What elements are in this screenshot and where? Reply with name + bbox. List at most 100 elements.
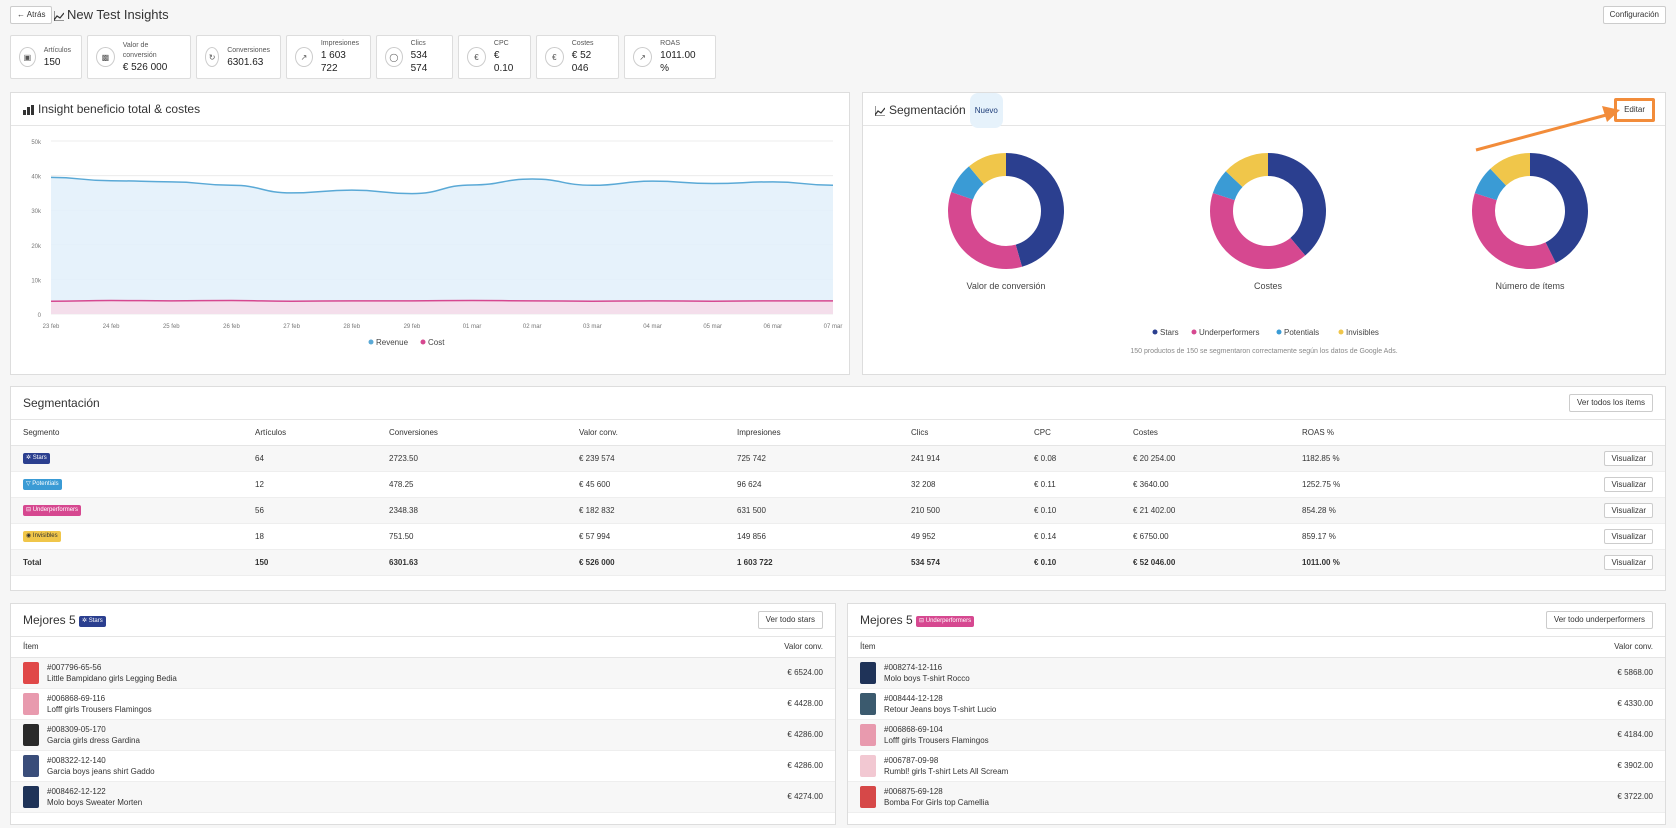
- view-all-items-button[interactable]: Ver todos los ítems: [1568, 394, 1653, 412]
- col-header: Artículos: [255, 420, 389, 446]
- x-tick-label: 01 mar: [463, 324, 482, 330]
- segmentation-donuts: Valor de conversión Costes Número de ítems…: [948, 153, 1588, 355]
- donut-slice-underperformers: [948, 192, 1023, 269]
- kpi-roas: ↗ ROAS 1011.00 %: [624, 35, 716, 79]
- item-name: Lofff girls Trousers Flamingos: [47, 704, 152, 714]
- donut-slice-stars: [1006, 153, 1064, 267]
- item-id: #008274-12-116: [884, 662, 943, 672]
- list-item[interactable]: #006868-69-116 Lofff girls Trousers Flami…: [11, 688, 835, 720]
- back-button[interactable]: ← Atrás: [10, 6, 53, 24]
- list-item[interactable]: #007796-65-56 Little Bampidano girls Legg…: [11, 657, 835, 689]
- list-item[interactable]: #008444-12-128 Retour Jeans boys T-shirt …: [848, 688, 1665, 720]
- donut-slice-invisibles: [968, 153, 1006, 185]
- y-tick-label: 40k: [31, 175, 42, 181]
- y-tick-label: 10k: [31, 278, 42, 284]
- page-title: New Test Insights: [53, 6, 169, 24]
- list-item[interactable]: #006787-09-98 Rumbl! girls T-shirt Lets A…: [848, 750, 1665, 782]
- y-tick-label: 20k: [31, 244, 42, 250]
- item-id: #006868-69-116: [47, 693, 106, 703]
- product-thumbnail: [23, 785, 39, 808]
- revenue-cost-chart: 0 10k 20k 30k 40k 50k 23 feb 24 feb 25 feb 26 feb…: [31, 140, 843, 347]
- segment-table-header: Segmentación Ver todos los ítems: [11, 387, 1665, 420]
- list-item[interactable]: #008462-12-122 Molo boys Sweater Morten € …: [11, 781, 835, 813]
- y-tick-label: 50k: [31, 140, 42, 146]
- item-value: € 5868.00: [1468, 657, 1665, 689]
- back-label: Atrás: [26, 10, 46, 19]
- product-thumbnail: [860, 785, 876, 808]
- list-item[interactable]: #008309-05-170 Garcia girls dress Gardina…: [11, 719, 835, 751]
- line-chart-icon: [874, 106, 886, 117]
- total-row: Total 150 6301.63 € 526 000 1 603 722 53…: [11, 549, 1665, 576]
- item-value: € 4274.00: [641, 781, 835, 813]
- visualize-button[interactable]: Visualizar: [1604, 502, 1653, 518]
- underperformers-tag: ⊟ Underperformers: [916, 616, 975, 627]
- item-name: Rumbl! girls T-shirt Lets All Scream: [884, 766, 1009, 776]
- list-item[interactable]: #006875-69-128 Bomba For Girls top Camell…: [848, 781, 1665, 813]
- donut-slice-underperformers: [1210, 192, 1306, 269]
- list-item[interactable]: #008274-12-116 Molo boys T-shirt Rocco € 5…: [848, 657, 1665, 689]
- visualize-button[interactable]: Visualizar: [1604, 554, 1653, 570]
- segment-table: Segmento Artículos Conversiones Valor co…: [11, 420, 1665, 576]
- chart-icon: ↗: [633, 47, 653, 67]
- best-underperformers-table: Ítem Valor conv. #008274-12-116 Molo boys …: [848, 637, 1665, 813]
- x-tick-label: 23 feb: [43, 324, 60, 330]
- best-underperformers-header: Mejores 5 ⊟ Underperformers Ver todo und…: [848, 604, 1665, 637]
- item-name: Retour Jeans boys T-shirt Lucio: [884, 704, 997, 714]
- stars-tag: ✲ Stars: [23, 453, 50, 464]
- x-tick-label: 26 feb: [223, 324, 240, 330]
- x-tick-label: 05 mar: [703, 324, 722, 330]
- legend-label: Potentials: [1284, 328, 1319, 337]
- stars-tag: ✲ Stars: [79, 616, 106, 627]
- col-header: Conversiones: [389, 420, 579, 446]
- item-name: Garcia boys jeans shirt Gaddo: [47, 766, 155, 776]
- x-tick-label: 25 feb: [163, 324, 180, 330]
- product-thumbnail: [860, 723, 876, 746]
- list-item[interactable]: #006868-69-104 Lofff girls Trousers Flami…: [848, 719, 1665, 751]
- annotation-arrow: [1475, 106, 1620, 152]
- x-tick-label: 24 feb: [103, 324, 120, 330]
- kpi-conversion-value: ▩ Valor de conversión € 526 000: [87, 35, 191, 79]
- euro-icon: €: [545, 47, 564, 67]
- item-value: € 4286.00: [641, 750, 835, 782]
- table-row: ▽ Potentials 12 478.25 € 45 600 96 624 3…: [11, 471, 1665, 498]
- best-stars-header: Mejores 5 ✲ Stars Ver todo stars: [11, 604, 835, 637]
- item-value: € 4428.00: [641, 688, 835, 720]
- euro-icon: €: [467, 47, 486, 67]
- item-name: Lofff girls Trousers Flamingos: [884, 735, 989, 745]
- config-button[interactable]: Configuración: [1602, 6, 1666, 24]
- product-thumbnail: [23, 754, 39, 777]
- legend-label: Invisibles: [1346, 328, 1379, 337]
- money-icon: ▩: [96, 47, 115, 67]
- view-all-underperformers-button[interactable]: Ver todo underperformers: [1545, 611, 1653, 629]
- kpi-cpc: € CPC € 0.10: [458, 35, 531, 79]
- visualize-button[interactable]: Visualizar: [1604, 450, 1653, 466]
- y-tick-label: 0: [38, 313, 42, 319]
- kpi-row: ▣ Artículos 150 ▩ Valor de conversión € 52…: [10, 35, 716, 79]
- x-tick-label: 06 mar: [764, 324, 783, 330]
- legend-label: Underperformers: [1199, 328, 1259, 337]
- x-tick-label: 07 mar: [824, 324, 843, 330]
- list-item[interactable]: #008322-12-140 Garcia boys jeans shirt Ga…: [11, 750, 835, 782]
- item-id: #008322-12-140: [47, 755, 106, 765]
- donut-label: Costes: [1254, 281, 1283, 291]
- new-badge: Nuevo: [969, 93, 1003, 128]
- donut-label: Número de ítems: [1495, 281, 1565, 291]
- series-area-cost: [51, 300, 833, 314]
- legend-dot: [1191, 329, 1197, 335]
- segment-table-card: Segmentación Ver todos los ítems Segment…: [10, 386, 1666, 591]
- table-row: ✲ Stars 64 2723.50 € 239 574 725 742 241…: [11, 445, 1665, 472]
- col-header: Impresiones: [737, 420, 911, 446]
- visualize-button[interactable]: Visualizar: [1604, 528, 1653, 544]
- insight-card: Insight beneficio total & costes 0 10k 20k…: [10, 92, 850, 375]
- box-icon: ▣: [19, 47, 36, 67]
- visualize-button[interactable]: Visualizar: [1604, 476, 1653, 492]
- best-stars-title: Mejores 5 ✲ Stars: [23, 604, 835, 637]
- best-underperformers-card: Mejores 5 ⊟ Underperformers Ver todo und…: [847, 603, 1666, 825]
- refresh-icon: ↻: [205, 47, 220, 67]
- item-id: #008462-12-122: [47, 786, 106, 796]
- product-thumbnail: [23, 661, 39, 684]
- top-bar: ← Atrás New Test Insights Configuración: [10, 6, 1666, 28]
- item-name: Garcia girls dress Gardina: [47, 735, 140, 745]
- view-all-stars-button[interactable]: Ver todo stars: [757, 611, 823, 629]
- underperformers-tag: ⊟ Underperformers: [23, 505, 82, 516]
